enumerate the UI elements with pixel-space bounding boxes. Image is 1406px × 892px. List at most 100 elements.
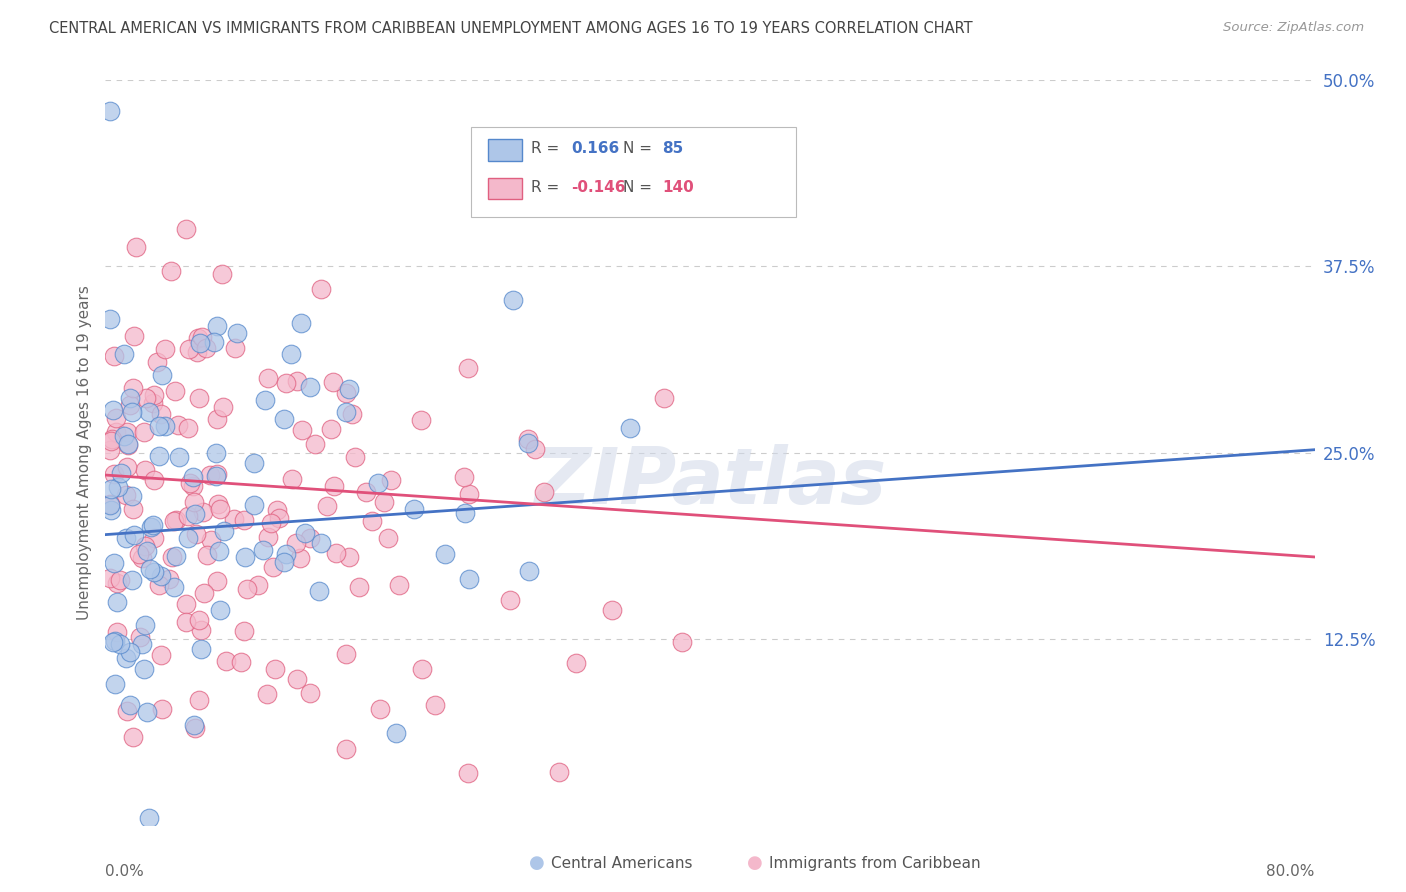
Point — [340, 407, 363, 421]
Point — [212, 524, 235, 539]
Point — [184, 721, 207, 735]
Y-axis label: Unemployment Among Ages 16 to 19 years: Unemployment Among Ages 16 to 19 years — [76, 285, 91, 620]
Point — [671, 634, 693, 648]
Point — [285, 536, 308, 550]
Point — [120, 645, 142, 659]
Point — [121, 489, 143, 503]
Point — [453, 469, 475, 483]
Point — [115, 704, 138, 718]
Point — [262, 559, 284, 574]
Point — [308, 583, 330, 598]
Point — [112, 429, 135, 443]
Point — [600, 603, 623, 617]
Point — [118, 398, 141, 412]
Point — [157, 572, 180, 586]
Point — [179, 342, 201, 356]
Point — [311, 536, 333, 550]
Point — [233, 549, 256, 564]
Point — [115, 531, 138, 545]
Point — [299, 531, 322, 545]
Point — [121, 574, 143, 588]
Point — [267, 510, 290, 524]
Point — [98, 311, 121, 326]
Point — [139, 519, 162, 533]
Point — [335, 742, 357, 756]
Text: 0.0%: 0.0% — [105, 864, 145, 879]
Point — [457, 766, 479, 780]
Point — [388, 578, 411, 592]
Point — [361, 514, 384, 528]
Point — [231, 655, 253, 669]
Point — [252, 542, 274, 557]
Point — [143, 532, 166, 546]
Point — [122, 380, 145, 394]
Text: R =: R = — [531, 142, 565, 156]
Point — [153, 342, 176, 356]
Text: 80.0%: 80.0% — [1267, 864, 1315, 879]
Point — [134, 540, 156, 554]
Point — [163, 580, 186, 594]
Point — [142, 517, 165, 532]
Point — [202, 334, 225, 349]
Point — [190, 624, 212, 638]
Point — [110, 466, 132, 480]
Point — [291, 424, 314, 438]
Point — [319, 422, 342, 436]
Point — [131, 551, 153, 566]
Point — [177, 509, 200, 524]
Point — [373, 495, 395, 509]
Point — [160, 550, 183, 565]
Text: Immigrants from Caribbean: Immigrants from Caribbean — [769, 856, 981, 871]
Point — [150, 648, 173, 663]
Point — [207, 543, 229, 558]
Text: N =: N = — [623, 142, 657, 156]
Point — [176, 222, 198, 236]
Point — [280, 347, 302, 361]
Point — [457, 486, 479, 500]
Point — [264, 662, 287, 676]
Point — [163, 514, 186, 528]
Point — [337, 382, 360, 396]
Point — [186, 527, 208, 541]
Point — [105, 576, 128, 591]
Point — [103, 350, 125, 364]
Point — [337, 549, 360, 564]
Point — [209, 502, 232, 516]
Text: -0.146: -0.146 — [571, 180, 626, 194]
Point — [236, 582, 259, 597]
Point — [207, 412, 229, 426]
Point — [243, 498, 266, 512]
Text: 0.166: 0.166 — [571, 142, 619, 156]
Point — [100, 432, 122, 446]
Point — [533, 484, 555, 499]
Point — [257, 530, 280, 544]
Point — [115, 425, 138, 439]
Point — [143, 566, 166, 580]
Point — [134, 463, 156, 477]
Point — [274, 376, 297, 390]
Point — [174, 597, 197, 611]
Point — [243, 456, 266, 470]
Point — [104, 425, 127, 439]
Point — [132, 662, 155, 676]
Point — [181, 478, 204, 492]
Point — [652, 391, 675, 405]
Point — [183, 718, 205, 732]
Point — [98, 571, 121, 585]
Point — [183, 495, 205, 509]
Text: R =: R = — [531, 180, 565, 194]
Point — [131, 637, 153, 651]
Point — [143, 388, 166, 402]
Point — [115, 487, 138, 501]
Point — [354, 484, 377, 499]
Point — [315, 500, 337, 514]
Text: ●: ● — [747, 855, 763, 872]
Text: N =: N = — [623, 180, 657, 194]
Point — [186, 345, 208, 359]
Point — [274, 547, 297, 561]
Point — [433, 547, 456, 561]
Point — [103, 467, 125, 481]
Point — [564, 656, 586, 670]
Point — [377, 531, 399, 545]
Point — [160, 263, 183, 277]
